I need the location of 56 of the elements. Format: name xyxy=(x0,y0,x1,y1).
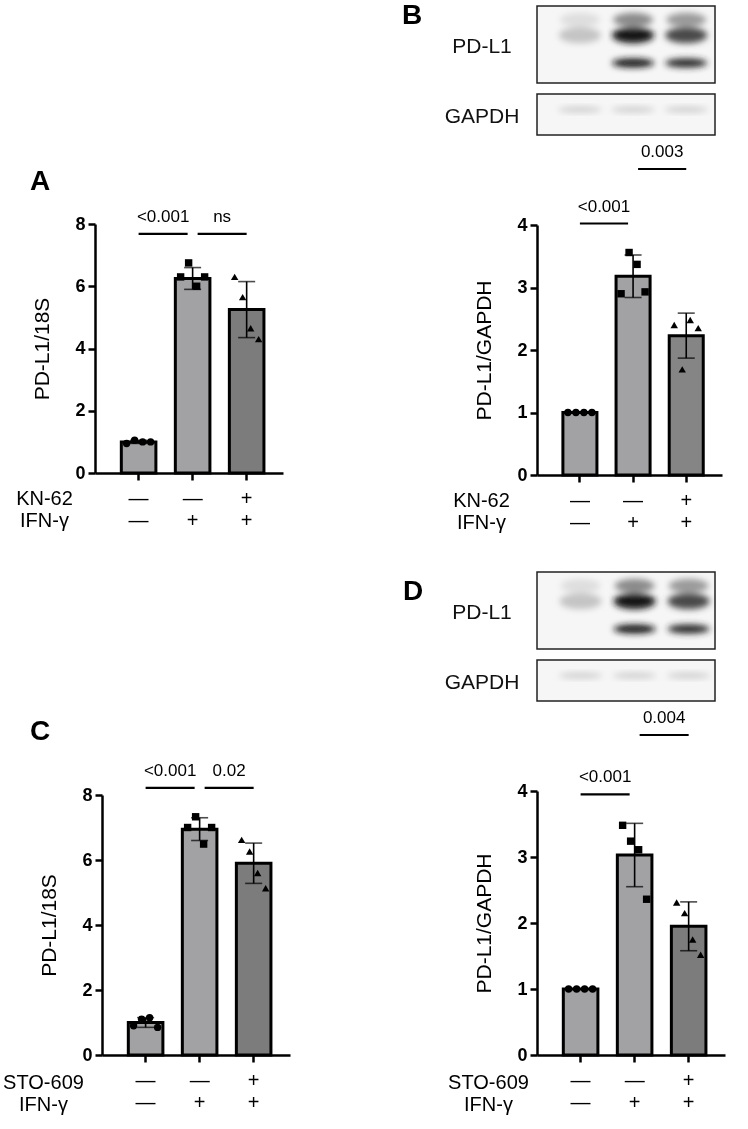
y-tick-label: 2 xyxy=(75,400,86,421)
y-tick-label: 2 xyxy=(82,979,93,1000)
x-tick-label: — — xyxy=(128,486,149,531)
chart-title: B xyxy=(402,0,423,30)
y-tick-label: 2 xyxy=(517,912,528,933)
x-tick-label: — — xyxy=(569,488,590,533)
x-tick-label: + + xyxy=(247,1068,260,1113)
y-tick-label: 4 xyxy=(517,214,528,235)
x-tick-label: + + xyxy=(240,486,253,531)
y-tick-label: 4 xyxy=(517,780,528,801)
y-tick-label: 6 xyxy=(82,849,93,870)
y-axis-title: PD-L1/GAPDH xyxy=(472,280,496,421)
x-axis-title: STO-609 IFN-γ xyxy=(448,1070,529,1115)
y-tick-label: 4 xyxy=(82,914,93,935)
annotation: <0.001 xyxy=(136,206,190,226)
y-tick-label: 6 xyxy=(75,275,86,296)
x-axis-title: STO-609 IFN-γ xyxy=(3,1070,84,1115)
y-tick-label: 0 xyxy=(517,1044,528,1065)
y-tick-label: 8 xyxy=(82,784,93,805)
x-tick-label: — + xyxy=(624,1068,645,1113)
y-tick-label: 3 xyxy=(517,277,528,297)
chart-title: C xyxy=(30,715,51,746)
x-tick-label: — + xyxy=(189,1068,210,1113)
y-tick-label: 1 xyxy=(517,402,528,422)
y-tick-label: 8 xyxy=(75,213,86,234)
text: GAPDH xyxy=(444,103,520,126)
x-axis-title: KN-62 IFN-γ xyxy=(453,488,510,533)
x-tick-label: + + xyxy=(680,488,693,533)
text: 0.02 xyxy=(212,760,246,780)
y-tick-label: 0 xyxy=(82,1044,93,1065)
y-tick-label: 2 xyxy=(517,339,528,360)
chart-title: A xyxy=(30,165,51,196)
text: 0.004 xyxy=(642,708,686,727)
text: <0.001 xyxy=(578,767,632,787)
y-tick-label: 4 xyxy=(75,338,86,358)
y-tick-label: 3 xyxy=(517,846,528,867)
text: PD-L1 xyxy=(452,599,512,622)
text: 0.003 xyxy=(640,142,684,161)
y-tick-label: 0 xyxy=(75,462,86,483)
annotation: ns xyxy=(213,206,232,226)
text: <0.001 xyxy=(577,196,631,216)
text: PD-L1 xyxy=(452,33,512,56)
x-tick-label: — — xyxy=(135,1068,156,1113)
text: GAPDH xyxy=(444,669,520,692)
x-tick-label: — + xyxy=(182,486,203,531)
y-axis-title: PD-L1/18S xyxy=(30,297,54,401)
y-axis-title: PD-L1/GAPDH xyxy=(472,853,496,994)
x-tick-label: — + xyxy=(623,488,644,533)
text: <0.001 xyxy=(143,760,197,780)
y-tick-label: 0 xyxy=(517,464,528,485)
y-axis-title: PD-L1/18S xyxy=(37,874,61,977)
x-tick-label: — — xyxy=(570,1068,591,1113)
x-tick-label: + + xyxy=(682,1068,695,1113)
y-tick-label: 1 xyxy=(517,978,528,999)
x-axis-title: KN-62 IFN-γ xyxy=(16,486,73,531)
chart-title: D xyxy=(403,575,424,606)
